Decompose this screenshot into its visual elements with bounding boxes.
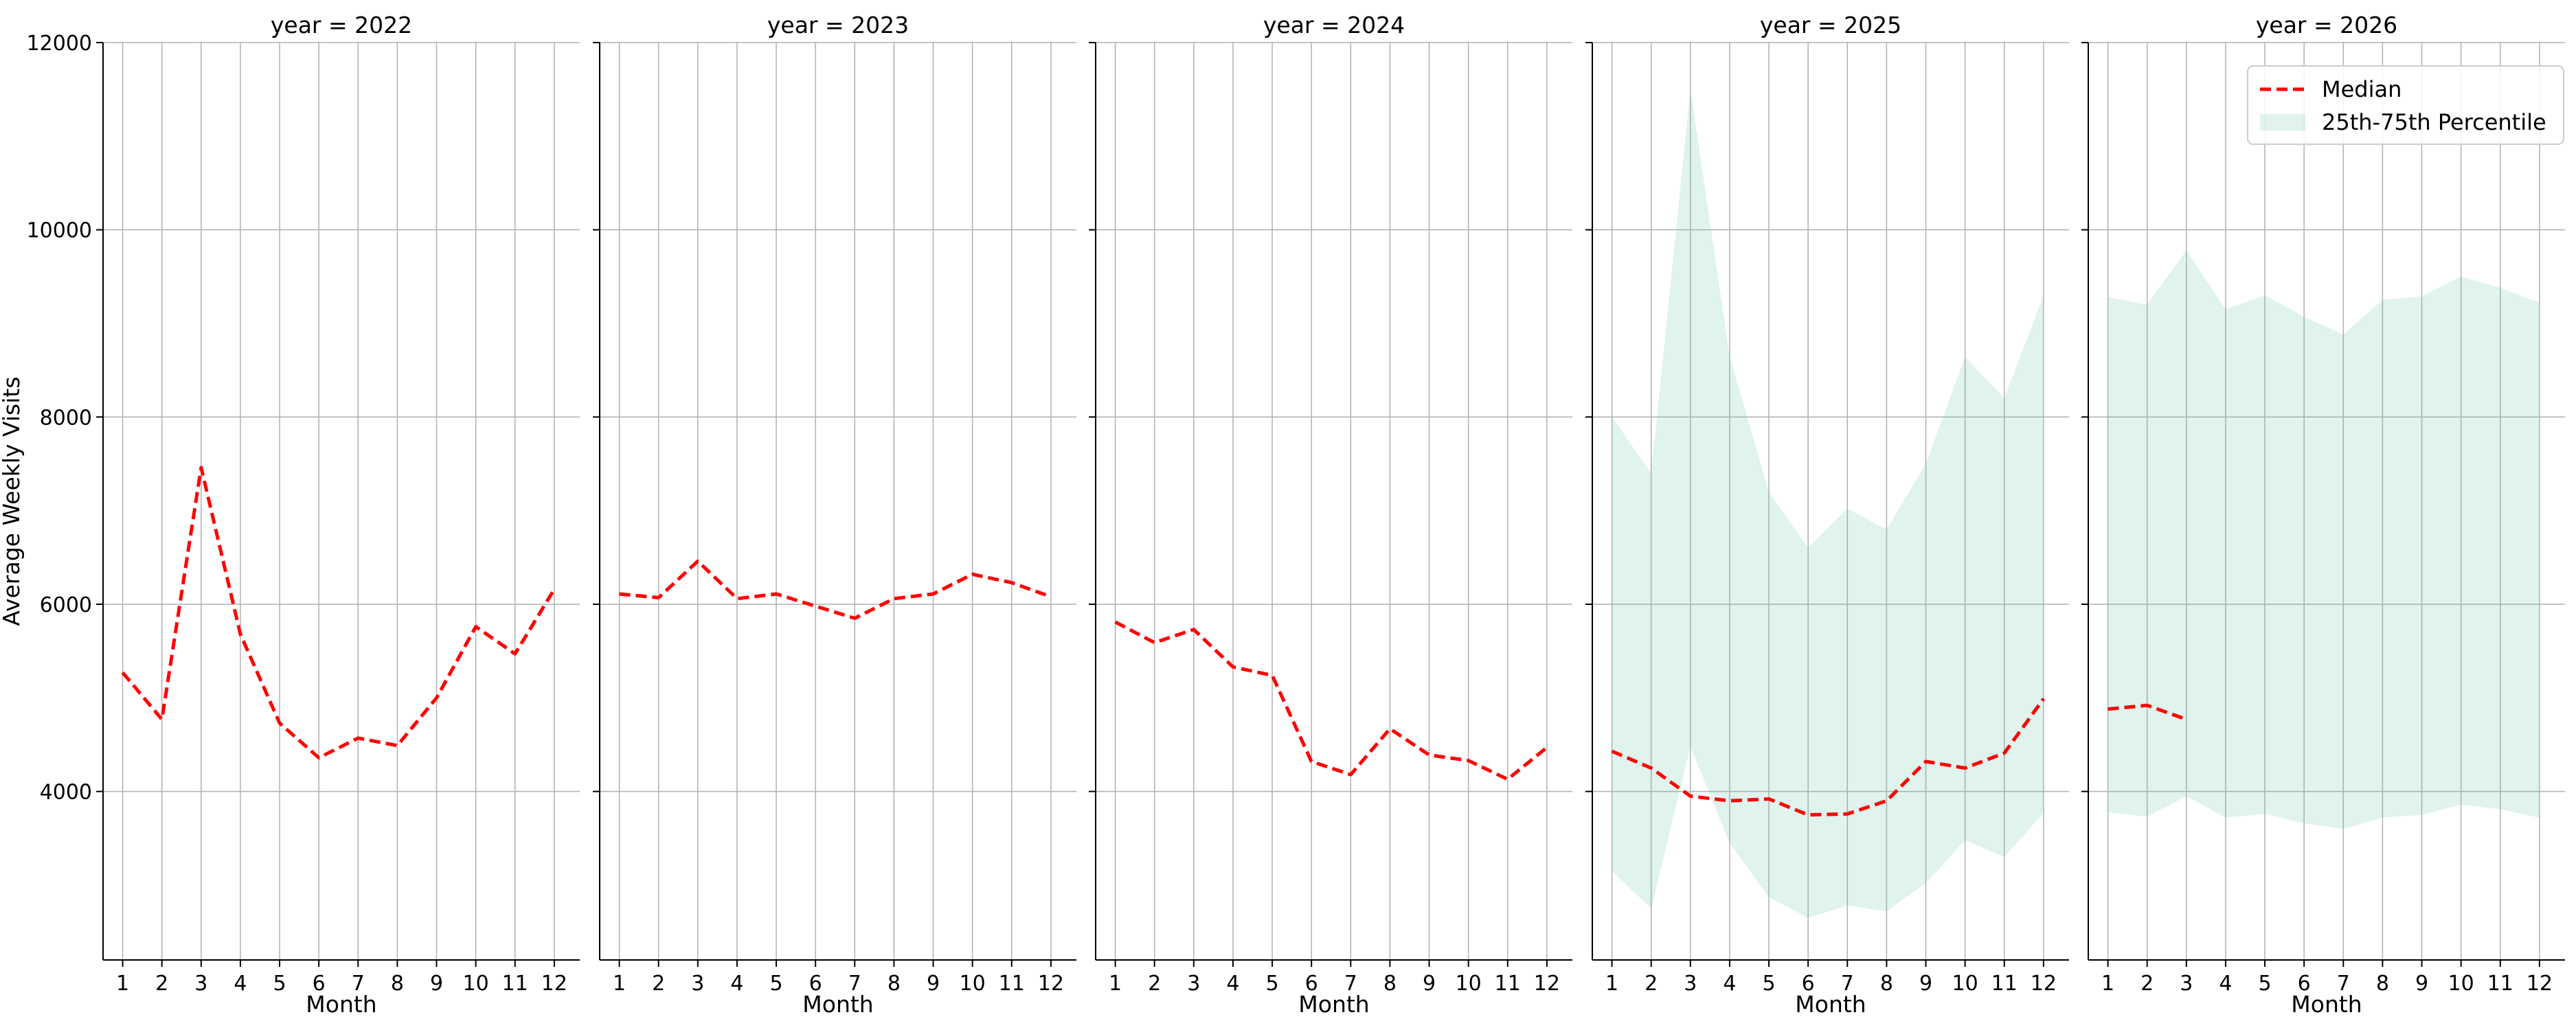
panel-title: year = 2024 xyxy=(1263,12,1405,38)
x-tick-label: 11 xyxy=(2487,972,2513,996)
x-tick-label: 4 xyxy=(234,972,247,996)
x-tick-label: 8 xyxy=(391,972,404,996)
x-tick-label: 2 xyxy=(652,972,665,996)
x-tick-label: 10 xyxy=(1952,972,1978,996)
panel-title: year = 2025 xyxy=(1760,12,1901,38)
x-tick-label: 2 xyxy=(1645,972,1658,996)
x-tick-label: 5 xyxy=(273,972,286,996)
x-tick-label: 4 xyxy=(1226,972,1239,996)
x-tick-label: 5 xyxy=(2258,972,2271,996)
x-tick-label: 7 xyxy=(1841,972,1854,996)
median-line xyxy=(121,466,556,760)
x-tick-label: 7 xyxy=(352,972,365,996)
x-tick-label: 12 xyxy=(2527,972,2553,996)
x-tick-label: 1 xyxy=(1605,972,1618,996)
x-tick-label: 3 xyxy=(1684,972,1697,996)
median-line xyxy=(2108,703,2187,721)
x-tick-label: 1 xyxy=(2101,972,2114,996)
median-line xyxy=(1611,698,2045,817)
x-tick-label: 2 xyxy=(1148,972,1161,996)
x-axis-label: Month xyxy=(1795,991,1866,1018)
x-tick-label: 1 xyxy=(1109,972,1122,996)
panel-title: year = 2022 xyxy=(271,12,412,38)
x-tick-label: 10 xyxy=(463,972,489,996)
x-tick-label: 3 xyxy=(691,972,704,996)
x-tick-label: 5 xyxy=(1762,972,1775,996)
y-tick-label: 10000 xyxy=(27,219,92,243)
x-tick-label: 4 xyxy=(730,972,743,996)
x-tick-label: 11 xyxy=(1991,972,2018,996)
x-tick-label: 6 xyxy=(1305,972,1318,996)
x-axis-label: Month xyxy=(802,991,873,1018)
median-line xyxy=(619,559,1052,620)
x-tick-label: 4 xyxy=(2219,972,2232,996)
y-axis-label: Average Weekly Visits xyxy=(0,376,25,626)
x-tick-label: 2 xyxy=(2140,972,2154,996)
x-tick-label: 12 xyxy=(1534,972,1560,996)
percentile-band xyxy=(2108,250,2540,829)
x-tick-label: 5 xyxy=(1265,972,1278,996)
x-tick-label: 10 xyxy=(2448,972,2474,996)
x-tick-label: 6 xyxy=(313,972,326,996)
x-tick-label: 8 xyxy=(1880,972,1893,996)
panels-layer: 1 2 3 4 5 6 7 8 9 10 11 124000600080001000012000yea… xyxy=(27,12,2565,1018)
x-tick-label: 7 xyxy=(2337,972,2350,996)
x-tick-label: 1 xyxy=(116,972,129,996)
y-tick-label: 12000 xyxy=(27,32,92,56)
x-axis-label: Month xyxy=(2291,991,2362,1018)
x-tick-label: 12 xyxy=(1038,972,1064,996)
y-tick-label: 6000 xyxy=(40,593,92,617)
x-tick-label: 11 xyxy=(1495,972,1521,996)
x-tick-label: 12 xyxy=(541,972,567,996)
x-axis-label: Month xyxy=(1298,991,1369,1018)
x-tick-label: 4 xyxy=(1723,972,1736,996)
x-tick-label: 9 xyxy=(1919,972,1932,996)
x-tick-label: 7 xyxy=(848,972,861,996)
x-tick-label: 10 xyxy=(1456,972,1482,996)
panel-1: 1 2 3 4 5 6 7 8 9 10 11 124000600080001000012000yea… xyxy=(27,12,580,1018)
x-tick-label: 12 xyxy=(2031,972,2057,996)
x-axis-label: Month xyxy=(306,991,376,1018)
x-tick-label: 2 xyxy=(155,972,168,996)
legend-median-label: Median xyxy=(2322,76,2402,102)
x-tick-label: 5 xyxy=(769,972,782,996)
x-tick-label: 3 xyxy=(2180,972,2193,996)
x-tick-label: 8 xyxy=(888,972,901,996)
legend-band-swatch xyxy=(2260,114,2305,130)
x-tick-label: 9 xyxy=(927,972,940,996)
x-tick-label: 10 xyxy=(960,972,986,996)
x-tick-label: 6 xyxy=(2298,972,2311,996)
x-tick-label: 8 xyxy=(2376,972,2389,996)
median-line xyxy=(1114,620,1548,781)
x-tick-label: 3 xyxy=(1187,972,1200,996)
legend-frame xyxy=(2247,65,2564,145)
x-tick-label: 6 xyxy=(809,972,822,996)
legend-band-label: 25th-75th Percentile xyxy=(2322,109,2546,135)
panel-title: year = 2023 xyxy=(767,12,909,38)
x-tick-label: 11 xyxy=(999,972,1025,996)
x-tick-label: 9 xyxy=(430,972,443,996)
panel-title: year = 2026 xyxy=(2256,12,2397,38)
x-tick-label: 8 xyxy=(1383,972,1397,996)
y-tick-label: 4000 xyxy=(40,781,92,805)
x-tick-label: 11 xyxy=(502,972,528,996)
x-tick-label: 7 xyxy=(1344,972,1357,996)
legend: Median 25th-75th Percentile xyxy=(2247,65,2564,145)
percentile-band xyxy=(1612,89,2044,918)
x-tick-label: 1 xyxy=(613,972,626,996)
y-tick-label: 8000 xyxy=(40,406,92,430)
x-tick-label: 6 xyxy=(1802,972,1815,996)
x-tick-label: 3 xyxy=(194,972,207,996)
x-tick-label: 9 xyxy=(2415,972,2428,996)
x-tick-label: 9 xyxy=(1423,972,1436,996)
